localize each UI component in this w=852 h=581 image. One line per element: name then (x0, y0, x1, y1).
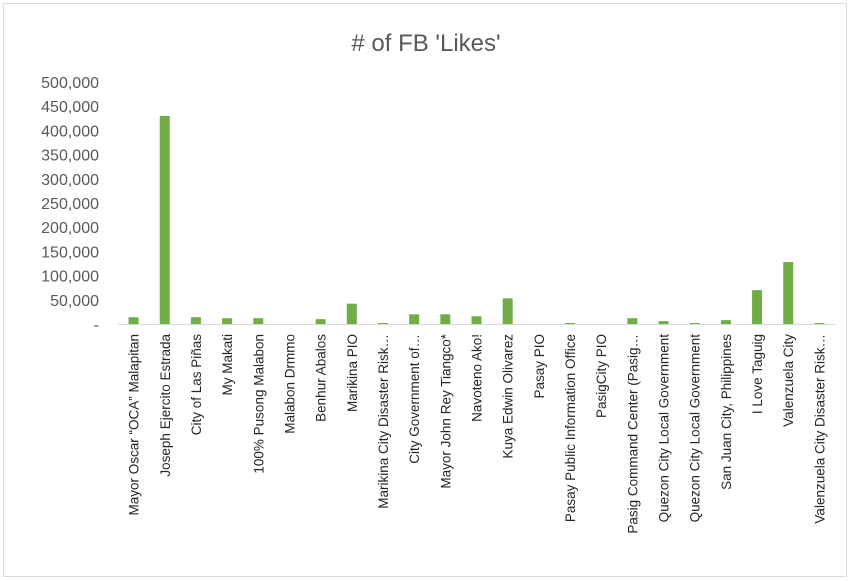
x-tick-label: Navoteno Ako! (470, 334, 485, 422)
y-tick-label: 450,000 (41, 99, 99, 116)
bar (440, 314, 451, 324)
y-tick-label: 300,000 (41, 172, 99, 189)
y-tick-label: 500,000 (41, 75, 99, 92)
x-tick-label: Joseph Ejercito Estrada (158, 334, 173, 477)
x-tick-label: Pasay PIO (532, 334, 547, 399)
x-tick-label: San Juan City, Philippines (719, 334, 734, 490)
bar (565, 323, 576, 324)
y-axis: - 50,000 100,000 150,000 200,000 250,000 300,0… (41, 75, 99, 334)
bar (377, 323, 388, 324)
bar (253, 318, 264, 324)
bar (128, 317, 139, 324)
x-tick-label: 100% Pusong Malabon (251, 334, 266, 474)
x-tick-label: City of Las Piñas (189, 334, 204, 436)
x-tick-label: Malabon Drmmo (282, 334, 297, 434)
x-tick-label: Mayor John Rey Tiangco* (438, 333, 453, 488)
x-tick-label: Marikina City Disaster Risk… (376, 334, 391, 509)
bar (658, 321, 669, 324)
bar (814, 323, 825, 324)
x-tick-label: Benhur Abalos (314, 334, 329, 422)
chart-frame (3, 3, 847, 577)
y-tick-label: 100,000 (41, 269, 99, 286)
bar (409, 314, 420, 324)
y-tick-label: 400,000 (41, 123, 99, 140)
bar (346, 303, 357, 324)
x-tick-label: Valenzuela City Disaster Risk… (812, 334, 827, 524)
y-tick-label: 200,000 (41, 220, 99, 237)
bar (783, 262, 794, 324)
bar (689, 323, 700, 324)
x-tick-label: Kuya Edwin Olivarez (501, 334, 516, 459)
bar (222, 318, 233, 324)
bars (128, 115, 825, 324)
bar (190, 317, 201, 324)
x-tick-label: I Love Taguig (750, 334, 765, 414)
y-tick-label: 350,000 (41, 148, 99, 165)
x-tick-label: Quezon City Local Government (657, 334, 672, 523)
x-tick-label: Valenzuela City (781, 334, 796, 427)
bar (315, 319, 326, 324)
x-tick-label: Pasig Command Center (Pasig… (625, 334, 640, 534)
bar (471, 316, 482, 324)
x-tick-label: City Government of… (407, 334, 422, 464)
x-tick-label: PasigCity PIO (594, 334, 609, 418)
x-tick-label: Pasay Public Information Office (563, 334, 578, 522)
x-tick-label: Marikina PIO (345, 334, 360, 412)
x-axis: Mayor Oscar “OCA” Malapitan Joseph Ejerci… (127, 333, 828, 533)
y-tick-label: 250,000 (41, 196, 99, 213)
bar (159, 115, 170, 324)
bar (720, 320, 731, 324)
chart-title: # of FB 'Likes' (351, 30, 501, 57)
bar (752, 290, 763, 324)
y-tick-label: 150,000 (41, 244, 99, 261)
y-tick-label: - (94, 317, 99, 334)
y-tick-label: 50,000 (50, 293, 99, 310)
x-tick-label: Quezon City Local Government (688, 334, 703, 523)
bar (502, 298, 513, 324)
bar (627, 318, 638, 324)
x-tick-label: My Makati (220, 334, 235, 396)
x-tick-label: Mayor Oscar “OCA” Malapitan (127, 334, 142, 516)
